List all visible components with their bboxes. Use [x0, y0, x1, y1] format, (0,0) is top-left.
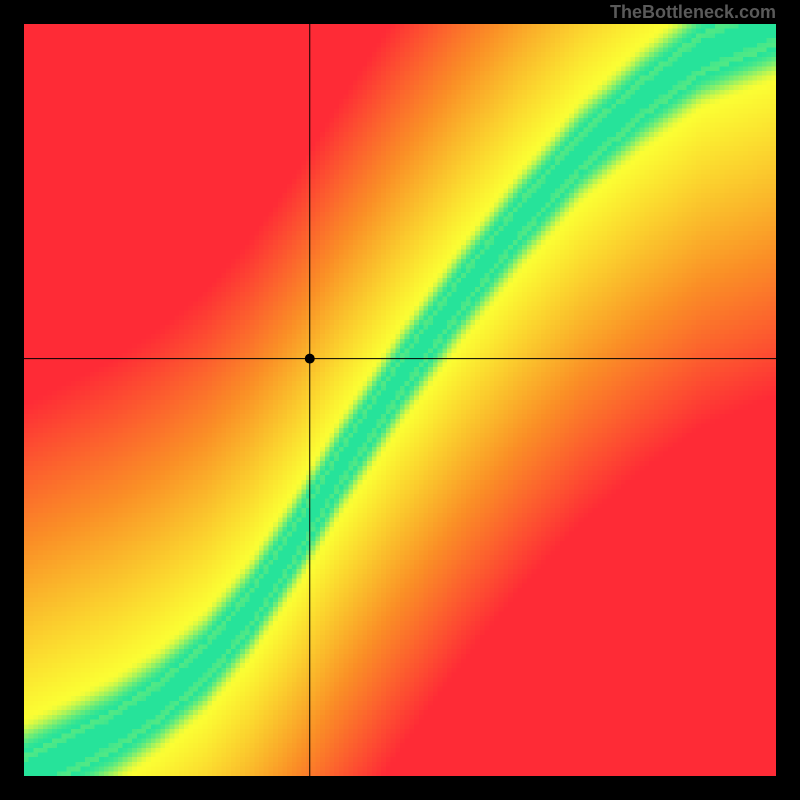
bottleneck-heatmap: [24, 24, 776, 776]
chart-stage: TheBottleneck.com: [0, 0, 800, 800]
watermark-text: TheBottleneck.com: [610, 2, 776, 23]
